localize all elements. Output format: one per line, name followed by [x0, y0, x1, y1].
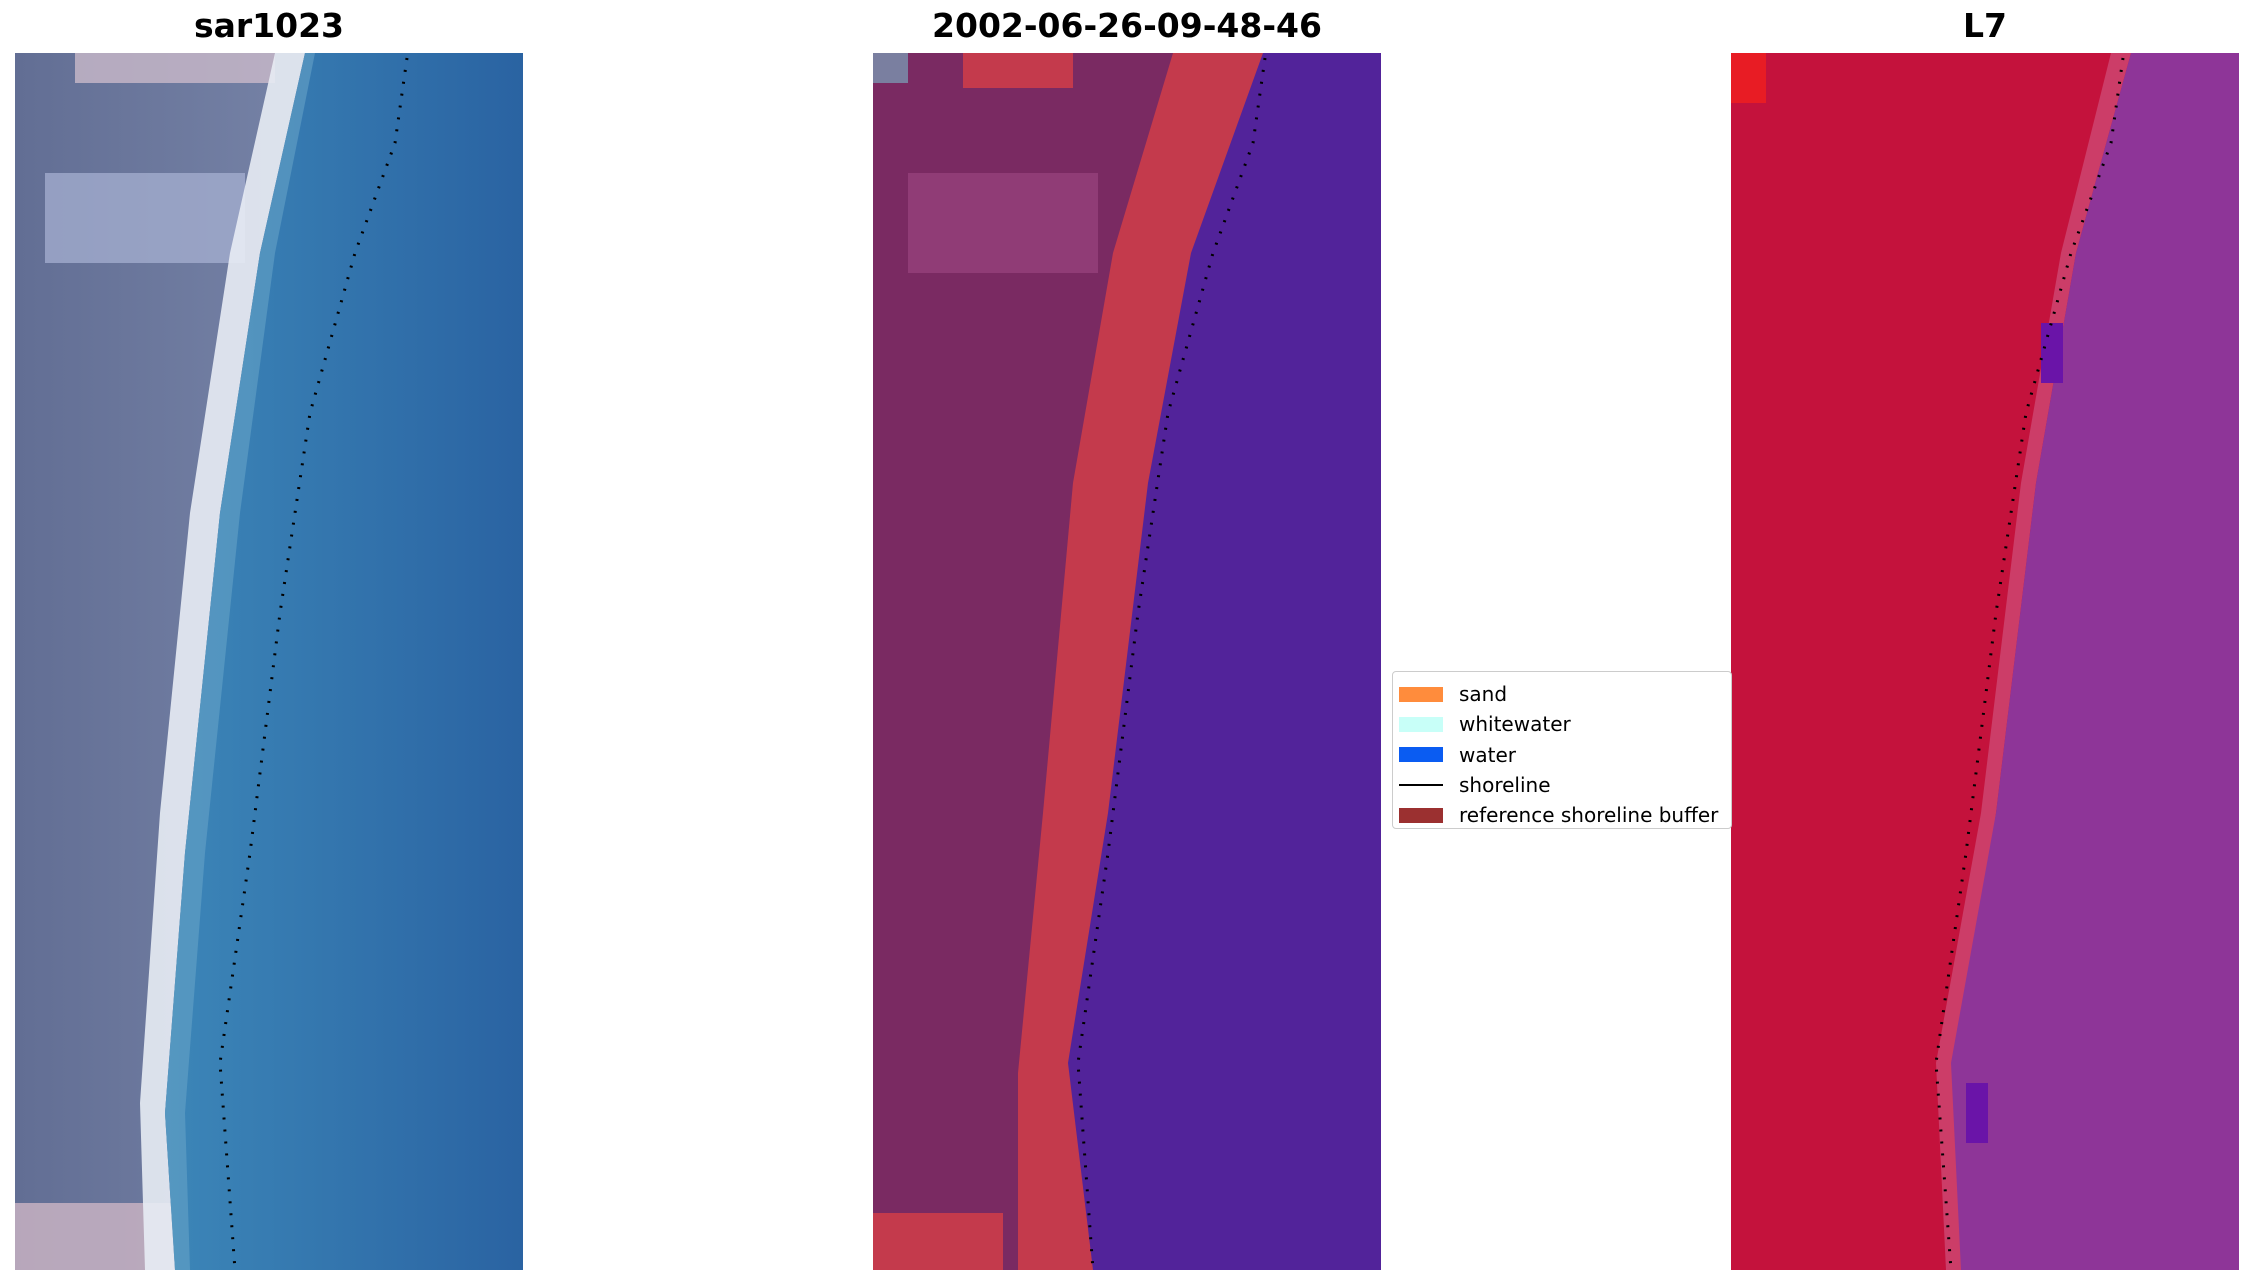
- rgb-image: [15, 53, 523, 1270]
- legend: sand whitewater water shoreline referenc…: [1392, 671, 1732, 829]
- classified-image: [873, 53, 1381, 1270]
- legend-label-sand: sand: [1459, 682, 1508, 707]
- legend-label-whitewater: whitewater: [1459, 712, 1571, 737]
- legend-item-shoreline: shoreline: [1399, 770, 1731, 800]
- legend-item-sand: sand: [1399, 679, 1731, 709]
- panel-title-rgb: sar1023: [193, 6, 345, 45]
- legend-item-reference-buffer: reference shoreline buffer: [1399, 800, 1731, 830]
- legend-swatch-water: [1399, 747, 1443, 763]
- legend-label-shoreline: shoreline: [1459, 773, 1551, 798]
- classified-image-panel: [873, 53, 1381, 1270]
- index-image: [1731, 53, 2239, 1270]
- legend-item-whitewater: whitewater: [1399, 709, 1731, 739]
- index-image-panel: [1731, 53, 2239, 1270]
- rgb-image-panel: [15, 53, 523, 1270]
- legend-swatch-sand: [1399, 686, 1443, 702]
- legend-label-reference-buffer: reference shoreline buffer: [1459, 803, 1719, 828]
- legend-swatch-reference-buffer: [1399, 807, 1443, 823]
- panel-title-index: L7: [1963, 6, 2007, 45]
- panel-title-classified: 2002-06-26-09-48-46: [932, 6, 1322, 45]
- legend-swatch-whitewater: [1399, 716, 1443, 732]
- legend-item-water: water: [1399, 740, 1731, 770]
- legend-label-water: water: [1459, 742, 1516, 767]
- legend-line-shoreline: [1399, 784, 1443, 787]
